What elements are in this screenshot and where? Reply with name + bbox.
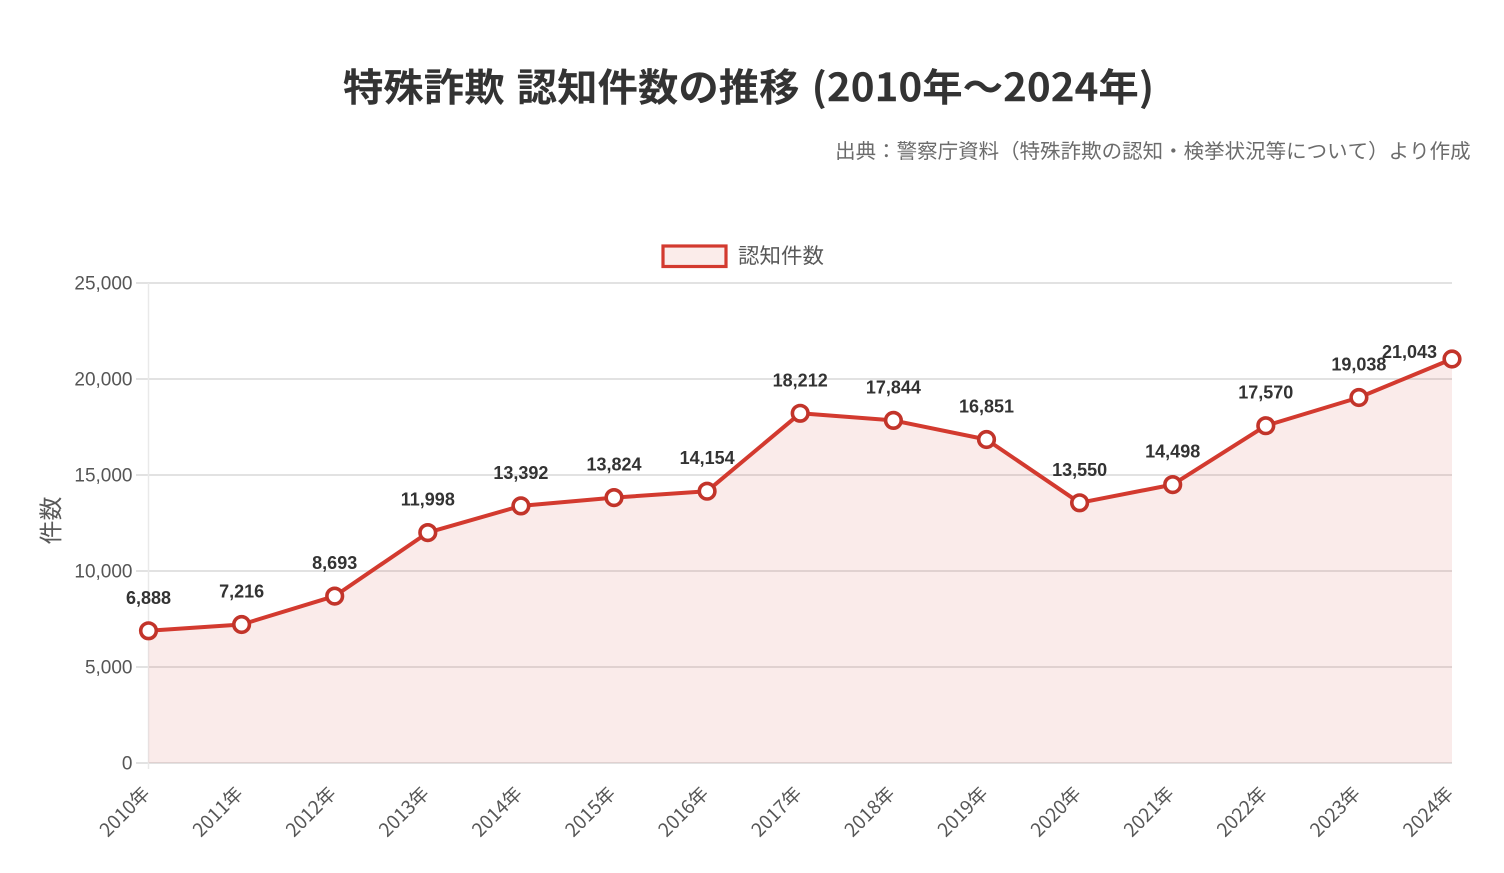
- svg-text:13,392: 13,392: [493, 463, 548, 483]
- svg-text:11,998: 11,998: [401, 490, 455, 510]
- svg-text:0: 0: [122, 754, 133, 775]
- svg-text:7,216: 7,216: [219, 582, 264, 602]
- svg-text:13,550: 13,550: [1052, 460, 1107, 480]
- svg-text:10,000: 10,000: [74, 562, 132, 583]
- svg-text:18,212: 18,212: [773, 370, 828, 390]
- svg-text:20,000: 20,000: [74, 370, 132, 391]
- svg-text:6,888: 6,888: [126, 588, 171, 608]
- svg-text:5,000: 5,000: [85, 658, 133, 679]
- svg-text:16,851: 16,851: [959, 397, 1014, 417]
- svg-text:17,844: 17,844: [866, 377, 921, 397]
- svg-text:14,498: 14,498: [1145, 442, 1200, 462]
- svg-text:13,824: 13,824: [586, 455, 641, 475]
- svg-text:14,154: 14,154: [680, 448, 735, 468]
- svg-text:21,043: 21,043: [1382, 342, 1437, 362]
- svg-text:15,000: 15,000: [74, 466, 132, 487]
- svg-text:8,693: 8,693: [312, 553, 357, 573]
- svg-text:19,038: 19,038: [1331, 355, 1386, 375]
- svg-text:25,000: 25,000: [74, 274, 132, 295]
- svg-text:17,570: 17,570: [1238, 383, 1293, 403]
